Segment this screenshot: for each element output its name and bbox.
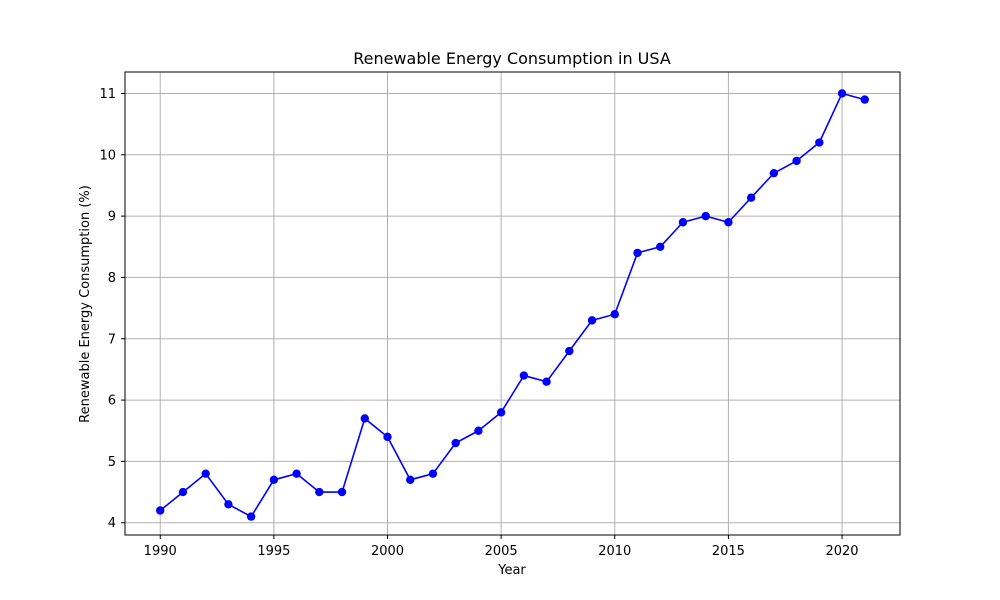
y-tick-label: 9 — [108, 210, 116, 225]
x-tick-label: 2015 — [712, 544, 745, 559]
y-tick-label: 8 — [108, 271, 116, 286]
data-point — [701, 211, 710, 221]
data-point — [587, 316, 597, 325]
data-point — [519, 371, 529, 380]
x-tick-label: 2010 — [598, 544, 631, 559]
data-point — [315, 487, 324, 497]
data-point — [565, 346, 574, 356]
y-tick-label: 11 — [99, 87, 116, 102]
x-axis-ticks: 1990 1995 2000 2005 2010 2015 2020 — [144, 535, 859, 559]
data-point — [360, 414, 369, 423]
chart-title: Renewable Energy Consumption in USA — [353, 49, 671, 68]
data-point — [246, 512, 256, 521]
x-tick-label: 2000 — [371, 544, 404, 559]
y-tick-label: 5 — [108, 455, 116, 470]
data-point — [451, 438, 460, 448]
data-point — [156, 506, 165, 515]
data-point — [610, 310, 619, 319]
y-tick-label: 7 — [108, 332, 116, 347]
y-tick-label: 10 — [99, 148, 116, 163]
grid-lines — [125, 72, 900, 535]
y-tick-label: 4 — [108, 516, 116, 531]
x-axis-label: Year — [497, 563, 526, 578]
x-tick-label: 1990 — [144, 544, 177, 559]
y-tick-label: 6 — [108, 394, 116, 409]
data-point — [383, 432, 392, 442]
data-point — [201, 469, 210, 478]
data-point — [542, 377, 551, 386]
data-point — [292, 469, 301, 478]
data-series — [156, 89, 869, 521]
data-point — [633, 248, 642, 258]
data-point — [406, 475, 415, 485]
data-point — [269, 475, 279, 485]
y-axis-ticks: 4 5 6 7 8 9 10 11 — [99, 87, 125, 531]
x-tick-label: 2005 — [485, 544, 518, 559]
data-point — [678, 218, 688, 227]
data-point — [746, 193, 756, 202]
data-point — [474, 426, 483, 435]
plot-frame — [124, 71, 901, 536]
data-point — [496, 408, 506, 417]
x-tick-label: 2020 — [825, 544, 858, 559]
data-point — [860, 95, 869, 104]
data-point — [178, 487, 188, 497]
data-point — [337, 487, 347, 497]
data-point — [769, 168, 779, 178]
data-point — [656, 242, 665, 251]
y-axis-label: Renewable Energy Consumption (%) — [78, 185, 93, 423]
x-tick-label: 1995 — [257, 544, 290, 559]
data-point — [224, 500, 233, 509]
data-point — [428, 469, 438, 478]
data-point — [792, 156, 801, 166]
data-point — [815, 138, 824, 147]
data-point — [837, 89, 847, 98]
data-point — [724, 218, 733, 227]
series-line — [159, 92, 865, 518]
